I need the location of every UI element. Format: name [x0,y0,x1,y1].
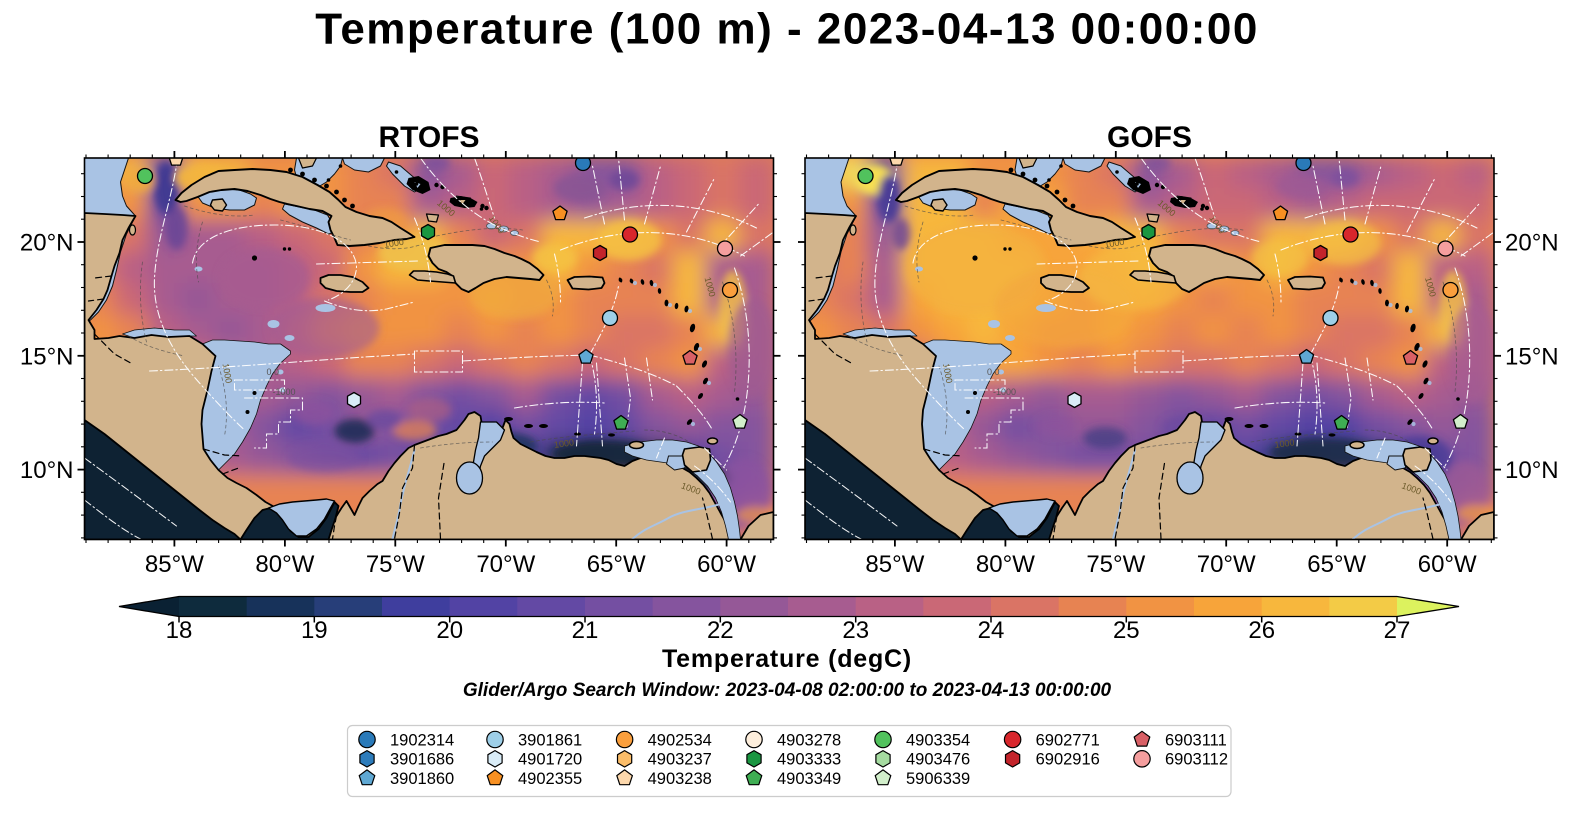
svg-text:21: 21 [572,617,599,644]
svg-text:4903237: 4903237 [648,751,712,769]
svg-text:75°W: 75°W [366,551,425,578]
svg-text:Glider/Argo Search Window: 202: Glider/Argo Search Window: 2023-04-08 02… [463,680,1112,701]
svg-text:0 0: 0 0 [987,367,1000,377]
svg-text:5906339: 5906339 [906,770,970,788]
svg-text:6902916: 6902916 [1036,751,1100,769]
svg-text:20°N: 20°N [20,230,74,257]
svg-text:85°W: 85°W [145,551,204,578]
svg-text:3901861: 3901861 [518,731,582,749]
svg-text:-1000: -1000 [993,387,1016,397]
svg-text:4903278: 4903278 [777,731,841,749]
svg-text:10°N: 10°N [1505,457,1559,484]
svg-text:15°N: 15°N [20,343,74,370]
svg-text:4902355: 4902355 [518,770,582,788]
svg-text:-1000: -1000 [273,387,296,397]
svg-text:6903112: 6903112 [1165,751,1228,769]
svg-text:RTOFS: RTOFS [378,121,479,154]
svg-text:GOFS: GOFS [1107,121,1192,154]
svg-text:4903333: 4903333 [777,751,841,769]
svg-text:75°W: 75°W [1086,551,1145,578]
svg-text:25: 25 [1113,617,1140,644]
svg-text:60°W: 60°W [1418,551,1477,578]
svg-text:4902534: 4902534 [648,731,712,749]
svg-text:4901720: 4901720 [518,751,582,769]
svg-text:1000: 1000 [1274,437,1295,450]
svg-text:19: 19 [301,617,328,644]
svg-text:20°N: 20°N [1505,230,1559,257]
svg-text:18: 18 [166,617,193,644]
svg-text:3901686: 3901686 [390,751,454,769]
svg-text:65°W: 65°W [1307,551,1366,578]
svg-text:70°W: 70°W [1197,551,1256,578]
svg-text:15°N: 15°N [1505,343,1559,370]
svg-text:0 0: 0 0 [267,367,280,377]
svg-text:70°W: 70°W [476,551,535,578]
svg-text:4903349: 4903349 [777,770,841,788]
svg-text:1000: 1000 [221,363,234,384]
svg-text:26: 26 [1248,617,1275,644]
svg-text:80°W: 80°W [255,551,314,578]
svg-text:10°N: 10°N [20,457,74,484]
svg-text:85°W: 85°W [865,551,924,578]
svg-text:20: 20 [436,617,463,644]
svg-text:4903238: 4903238 [648,770,712,788]
svg-text:80°W: 80°W [976,551,1035,578]
svg-text:3901860: 3901860 [390,770,454,788]
svg-text:22: 22 [707,617,734,644]
svg-text:23: 23 [842,617,869,644]
svg-text:6903111: 6903111 [1165,731,1227,749]
svg-text:60°W: 60°W [697,551,756,578]
svg-text:Temperature (100 m) - 2023-04-: Temperature (100 m) - 2023-04-13 00:00:0… [315,5,1259,54]
svg-text:Temperature (degC): Temperature (degC) [662,645,912,673]
svg-text:1000: 1000 [1104,237,1125,250]
svg-text:1000: 1000 [553,437,574,450]
svg-text:65°W: 65°W [587,551,646,578]
svg-text:4903354: 4903354 [906,731,970,749]
svg-text:1000: 1000 [941,363,954,384]
svg-text:4903476: 4903476 [906,751,970,769]
svg-text:24: 24 [978,617,1005,644]
svg-text:27: 27 [1384,617,1411,644]
svg-text:1902314: 1902314 [390,731,454,749]
svg-text:6902771: 6902771 [1036,731,1100,749]
svg-text:1000: 1000 [383,237,404,250]
